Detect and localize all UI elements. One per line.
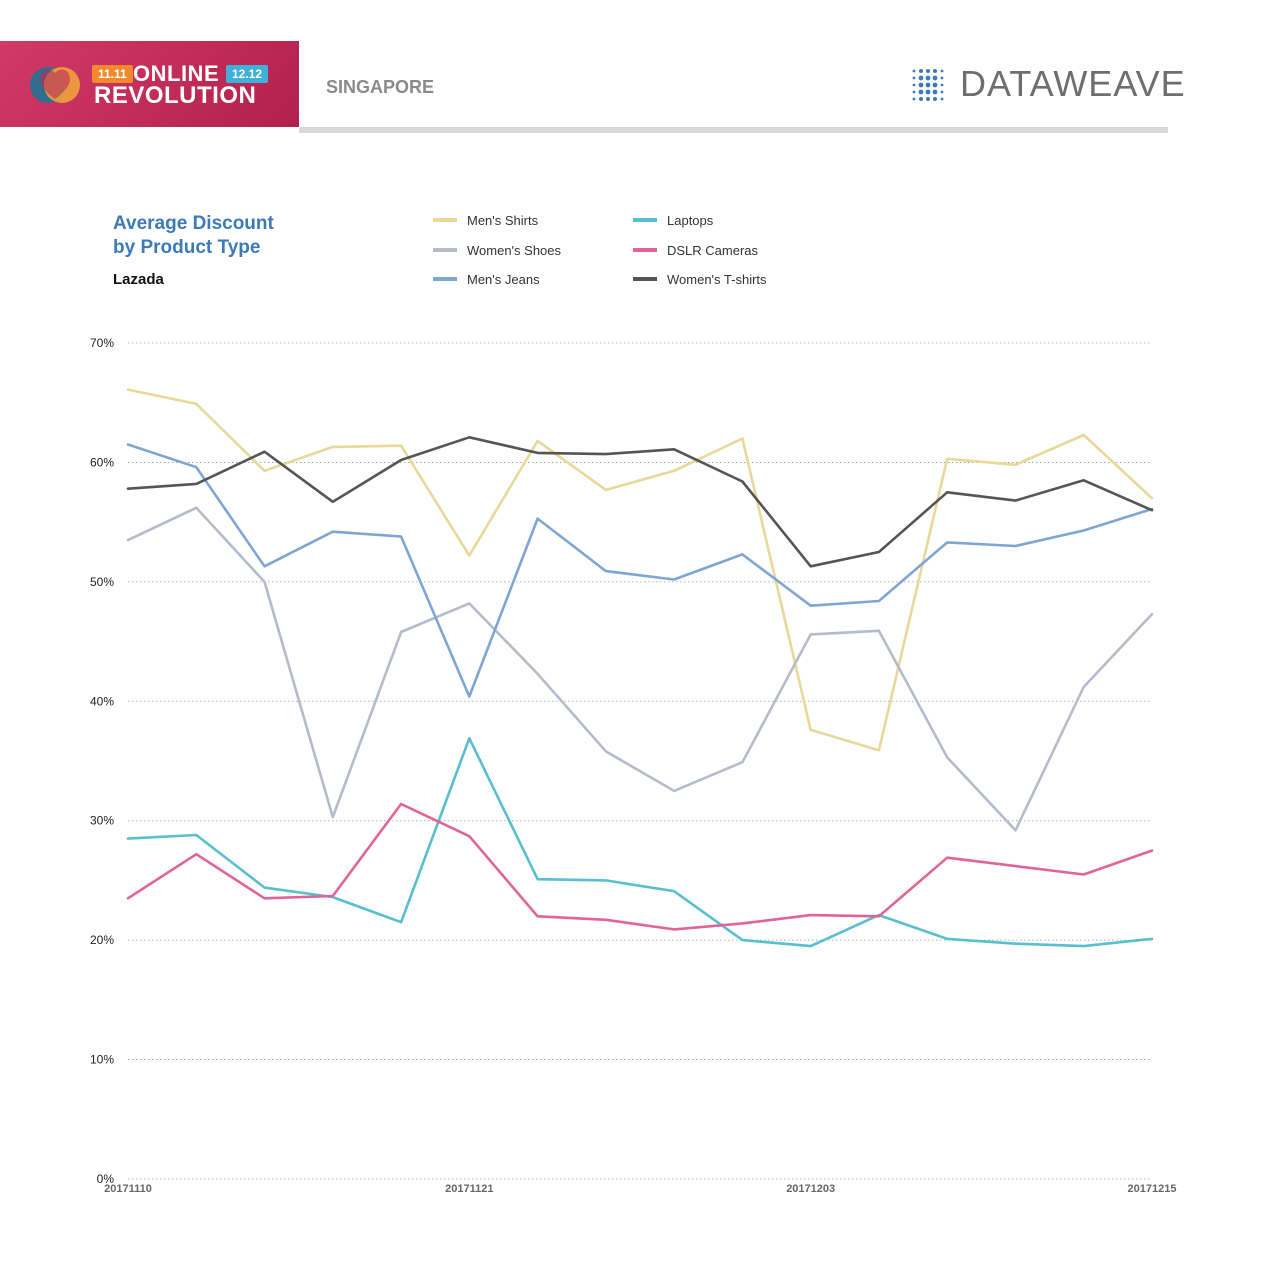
chart-subtitle: Lazada xyxy=(113,271,164,288)
y-tick-label: 10% xyxy=(90,1053,114,1067)
y-tick-label: 60% xyxy=(90,455,114,469)
y-tick-label: 70% xyxy=(90,336,114,350)
series-line xyxy=(126,435,1154,568)
series-line xyxy=(126,506,1154,832)
x-tick-label: 20171110 xyxy=(104,1183,152,1195)
legend-label: Laptops xyxy=(667,212,714,228)
x-tick-label: 20171203 xyxy=(786,1183,835,1195)
series-line xyxy=(126,736,1154,948)
event-title-line1: ONLINE xyxy=(133,61,220,86)
legend-item-womens-tshirts: Women's T-shirts xyxy=(633,269,767,289)
legend-label: Women's Shoes xyxy=(467,242,562,258)
x-tick-label: 20171215 xyxy=(1128,1183,1177,1195)
chart-title-line2: by Product Type xyxy=(113,237,261,258)
legend-swatch xyxy=(633,248,657,252)
legend-swatch xyxy=(633,277,657,281)
badge-11-11: 11.11 xyxy=(92,65,133,83)
legend-swatch xyxy=(433,277,457,281)
legend-item-dslr-cameras: DSLR Cameras xyxy=(633,240,758,260)
y-tick-label: 40% xyxy=(90,694,114,708)
y-tick-label: 30% xyxy=(90,814,114,828)
legend-label: DSLR Cameras xyxy=(667,242,759,258)
brand-wordmark: DATAWEAVE xyxy=(960,63,1186,104)
y-tick-label: 20% xyxy=(90,933,114,947)
series-line xyxy=(126,388,1154,752)
y-tick-label: 50% xyxy=(90,575,114,589)
legend-swatch xyxy=(633,218,657,222)
legend-item-laptops: Laptops xyxy=(633,210,713,230)
legend-swatch xyxy=(433,248,457,252)
legend-item-womens-shoes: Women's Shoes xyxy=(433,240,561,260)
chart-title: Average Discount by Product Type xyxy=(113,212,274,260)
legend-item-mens-jeans: Men's Jeans xyxy=(433,269,540,289)
y-tick-label: 0% xyxy=(97,1172,115,1186)
header-divider xyxy=(299,127,1168,133)
series-line xyxy=(126,802,1154,931)
badge-12-12: 12.12 xyxy=(226,65,269,83)
event-banner: 11.11 ONLINE 12.12 REVOLUTION xyxy=(0,41,299,127)
chart-title-line1: Average Discount xyxy=(113,213,274,234)
dot-grid-logo-icon xyxy=(912,69,944,101)
legend-label: Men's Shirts xyxy=(467,212,539,228)
region-label: SINGAPORE xyxy=(326,77,435,97)
legend-label: Women's T-shirts xyxy=(667,271,767,287)
legend-label: Men's Jeans xyxy=(467,271,540,287)
legend-swatch xyxy=(433,218,457,222)
legend-item-mens-shirts: Men's Shirts xyxy=(433,210,538,230)
heart-logo-icon xyxy=(30,67,80,103)
x-tick-label: 20171121 xyxy=(445,1183,493,1195)
series-line xyxy=(126,443,1154,698)
event-title-line2: REVOLUTION xyxy=(94,82,257,109)
